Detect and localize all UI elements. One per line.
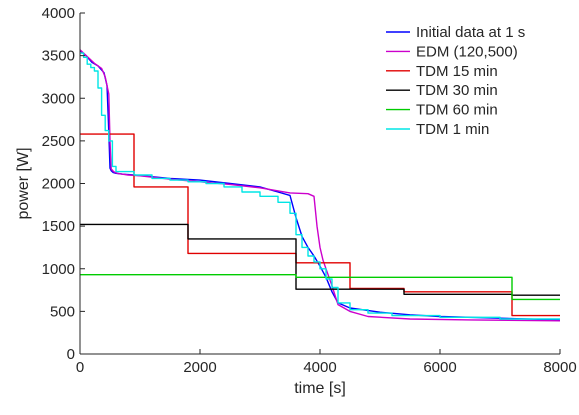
axes: 0 2000 4000 6000 8000 0 500 1000 1500 2000 2500 300… xyxy=(15,5,577,397)
series-line-0 xyxy=(80,49,560,321)
x-tick-label: 0 xyxy=(76,359,84,376)
y-tick-label: 2000 xyxy=(42,176,75,193)
x-tick-label: 8000 xyxy=(543,359,576,376)
plot-area xyxy=(80,49,560,322)
series-line-2 xyxy=(80,133,560,317)
series-line-5 xyxy=(80,52,560,320)
series-line-4 xyxy=(80,274,560,301)
legend-label-2: TDM 15 min xyxy=(416,63,498,80)
legend-label-5: TDM 1 min xyxy=(416,121,489,138)
y-axis-label: power [W] xyxy=(15,147,32,219)
x-tick-label: 2000 xyxy=(183,359,216,376)
legend-label-1: EDM (120,500) xyxy=(416,43,518,60)
legend-label-3: TDM 30 min xyxy=(416,82,498,99)
legend-label-4: TDM 60 min xyxy=(416,102,498,119)
x-tick-label: 4000 xyxy=(303,359,336,376)
legend: Initial data at 1 s EDM (120,500) TDM 15 m… xyxy=(386,24,525,138)
y-tick-label: 3500 xyxy=(42,48,75,65)
y-tick-label: 4000 xyxy=(42,5,75,22)
series-line-1 xyxy=(80,49,560,322)
y-tick-label: 0 xyxy=(67,346,75,363)
legend-label-0: Initial data at 1 s xyxy=(416,24,525,41)
x-axis-label: time [s] xyxy=(294,380,346,397)
x-tick-label: 6000 xyxy=(423,359,456,376)
y-tick-label: 500 xyxy=(50,303,75,320)
series-line-3 xyxy=(80,223,560,296)
y-tick-label: 1500 xyxy=(42,218,75,235)
y-tick-label: 2500 xyxy=(42,133,75,150)
y-tick-label: 3000 xyxy=(42,90,75,107)
y-tick-label: 1000 xyxy=(42,261,75,278)
